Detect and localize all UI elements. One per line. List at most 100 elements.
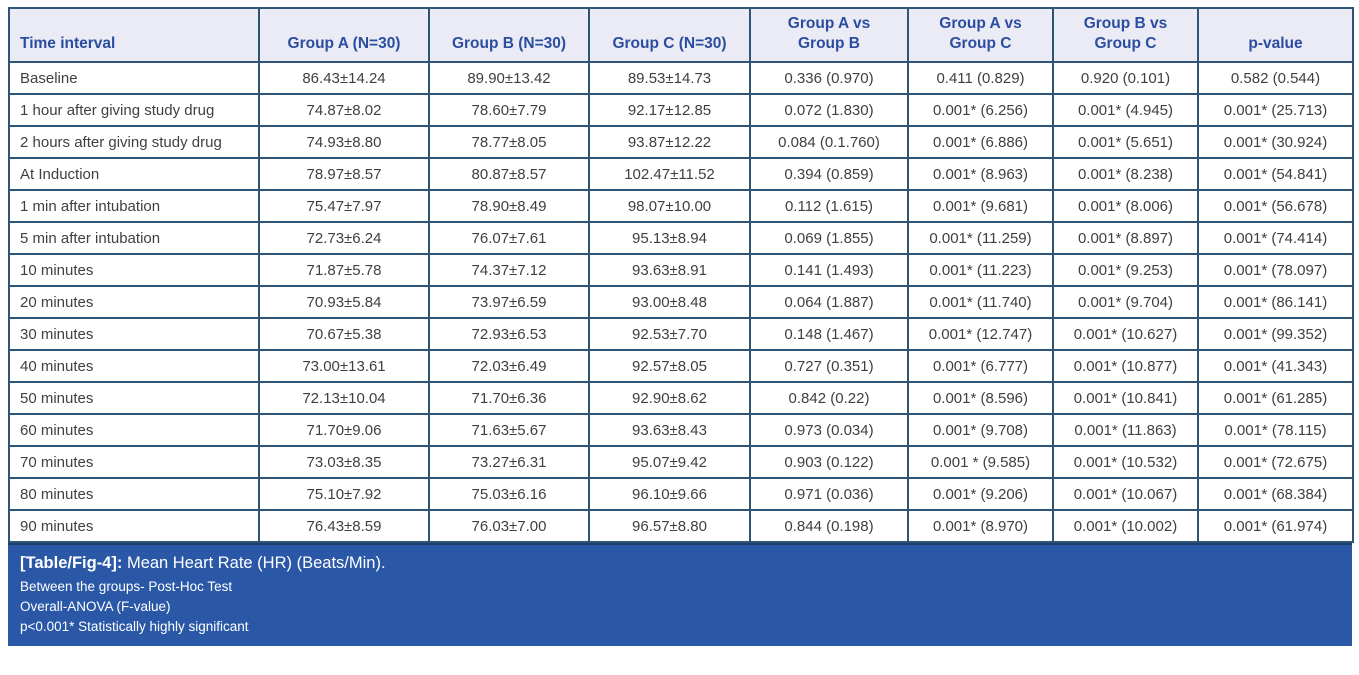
table-cell: 0.903 (0.122) [749,445,909,479]
time-interval-cell: 1 min after intubation [8,189,260,223]
table-cell: 0.971 (0.036) [749,477,909,511]
table-cell: 0.001* (68.384) [1197,477,1354,511]
table-cell: 0.001* (9.708) [907,413,1054,447]
table-row: Baseline 86.43±14.24 89.90±13.42 89.53±14.7… [8,61,1354,95]
table-cell: 0.001* (9.206) [907,477,1054,511]
table-row: At Induction 78.97±8.57 80.87±8.57 102.47±1… [8,157,1354,191]
table-cell: 0.001* (10.532) [1052,445,1199,479]
table-cell: 0.844 (0.198) [749,509,909,543]
table-cell: 0.001* (8.970) [907,509,1054,543]
table-cell: 0.001* (61.974) [1197,509,1354,543]
caption-line: [Table/Fig-4]: Mean Heart Rate (HR) (Bea… [20,552,1340,575]
table-cell: 0.001* (10.627) [1052,317,1199,351]
time-interval-cell: 1 hour after giving study drug [8,93,260,127]
table-row: 10 minutes 71.87±5.78 74.37±7.12 93.63±8.91… [8,253,1354,287]
header-cell: Time interval [8,7,260,63]
time-interval-cell: 10 minutes [8,253,260,287]
table-cell: 0.001* (8.006) [1052,189,1199,223]
table-cell: 0.001* (41.343) [1197,349,1354,383]
table-cell: 0.001* (11.223) [907,253,1054,287]
table-cell: 71.70±6.36 [428,381,590,415]
table-cell: 92.57±8.05 [588,349,751,383]
table-cell: 95.13±8.94 [588,221,751,255]
table-cell: 78.97±8.57 [258,157,430,191]
time-interval-cell: 60 minutes [8,413,260,447]
table-cell: 76.43±8.59 [258,509,430,543]
table-cell: 0.069 (1.855) [749,221,909,255]
table-cell: 0.001* (54.841) [1197,157,1354,191]
table-cell: 0.001* (72.675) [1197,445,1354,479]
table-cell: 73.27±6.31 [428,445,590,479]
table-cell: 0.148 (1.467) [749,317,909,351]
table-cell: 70.93±5.84 [258,285,430,319]
table-cell: 74.93±8.80 [258,125,430,159]
time-interval-cell: At Induction [8,157,260,191]
table-cell: 0.001* (4.945) [1052,93,1199,127]
table-cell: 0.001* (6.777) [907,349,1054,383]
table-cell: 96.10±9.66 [588,477,751,511]
table-row: 70 minutes 73.03±8.35 73.27±6.31 95.07±9.42… [8,445,1354,479]
header-row: Time interval Group A (N=30) Group B (N=30… [8,7,1354,63]
table-cell: 0.001* (78.097) [1197,253,1354,287]
header-cell: Group C (N=30) [588,7,751,63]
table-cell: 0.001* (10.877) [1052,349,1199,383]
header-cell: Group A vs Group C [907,7,1054,63]
table-cell: 72.03±6.49 [428,349,590,383]
table-cell: 0.394 (0.859) [749,157,909,191]
caption-label: [Table/Fig-4]: [20,554,123,572]
table-cell: 75.47±7.97 [258,189,430,223]
table-cell: 0.001* (9.253) [1052,253,1199,287]
table-cell: 73.97±6.59 [428,285,590,319]
table-row: 1 hour after giving study drug 74.87±8.02… [8,93,1354,127]
caption-note: Overall-ANOVA (F-value) [20,599,171,614]
table-cell: 0.001* (5.651) [1052,125,1199,159]
heart-rate-table: Time interval Group A (N=30) Group B (N=30… [8,7,1354,543]
table-cell: 0.842 (0.22) [749,381,909,415]
table-body: Baseline 86.43±14.24 89.90±13.42 89.53±14.7… [8,61,1354,543]
table-cell: 0.001* (8.238) [1052,157,1199,191]
table-cell: 73.03±8.35 [258,445,430,479]
table-cell: 0.001* (74.414) [1197,221,1354,255]
table-cell: 92.90±8.62 [588,381,751,415]
table-cell: 75.03±6.16 [428,477,590,511]
table-cell: 71.87±5.78 [258,253,430,287]
table-cell: 75.10±7.92 [258,477,430,511]
table-row: 90 minutes 76.43±8.59 76.03±7.00 96.57±8.80… [8,509,1354,543]
table-cell: 0.064 (1.887) [749,285,909,319]
table-cell: 0.336 (0.970) [749,61,909,95]
table-row: 60 minutes 71.70±9.06 71.63±5.67 93.63±8.43… [8,413,1354,447]
table-cell: 70.67±5.38 [258,317,430,351]
table-row: 20 minutes 70.93±5.84 73.97±6.59 93.00±8.48… [8,285,1354,319]
table-row: 1 min after intubation 75.47±7.97 78.90±8.… [8,189,1354,223]
table-cell: 72.93±6.53 [428,317,590,351]
time-interval-cell: 5 min after intubation [8,221,260,255]
table-cell: 73.00±13.61 [258,349,430,383]
time-interval-cell: 2 hours after giving study drug [8,125,260,159]
caption-note: p<0.001* Statistically highly significan… [20,619,249,634]
table-row: 2 hours after giving study drug 74.93±8.8… [8,125,1354,159]
table-cell: 0.001* (9.681) [907,189,1054,223]
header-cell: Group A vs Group B [749,7,909,63]
table-cell: 0.084 (0.1.760) [749,125,909,159]
table-cell: 0.001 * (9.585) [907,445,1054,479]
table-cell: 72.13±10.04 [258,381,430,415]
table-cell: 0.141 (1.493) [749,253,909,287]
time-interval-cell: 40 minutes [8,349,260,383]
table-cell: 71.63±5.67 [428,413,590,447]
table-cell: 76.03±7.00 [428,509,590,543]
table-cell: 0.001* (99.352) [1197,317,1354,351]
table-row: 5 min after intubation 72.73±6.24 76.07±7.… [8,221,1354,255]
table-cell: 0.001* (25.713) [1197,93,1354,127]
table-cell: 0.001* (86.141) [1197,285,1354,319]
table-cell: 80.87±8.57 [428,157,590,191]
table-cell: 0.973 (0.034) [749,413,909,447]
table-row: 30 minutes 70.67±5.38 72.93±6.53 92.53±7.70… [8,317,1354,351]
table-cell: 0.001* (61.285) [1197,381,1354,415]
table-cell: 95.07±9.42 [588,445,751,479]
table-cell: 0.001* (8.897) [1052,221,1199,255]
table-cell: 102.47±11.52 [588,157,751,191]
table-cell: 0.001* (6.886) [907,125,1054,159]
table-cell: 71.70±9.06 [258,413,430,447]
caption-panel: [Table/Fig-4]: Mean Heart Rate (HR) (Bea… [8,543,1352,646]
table-cell: 76.07±7.61 [428,221,590,255]
